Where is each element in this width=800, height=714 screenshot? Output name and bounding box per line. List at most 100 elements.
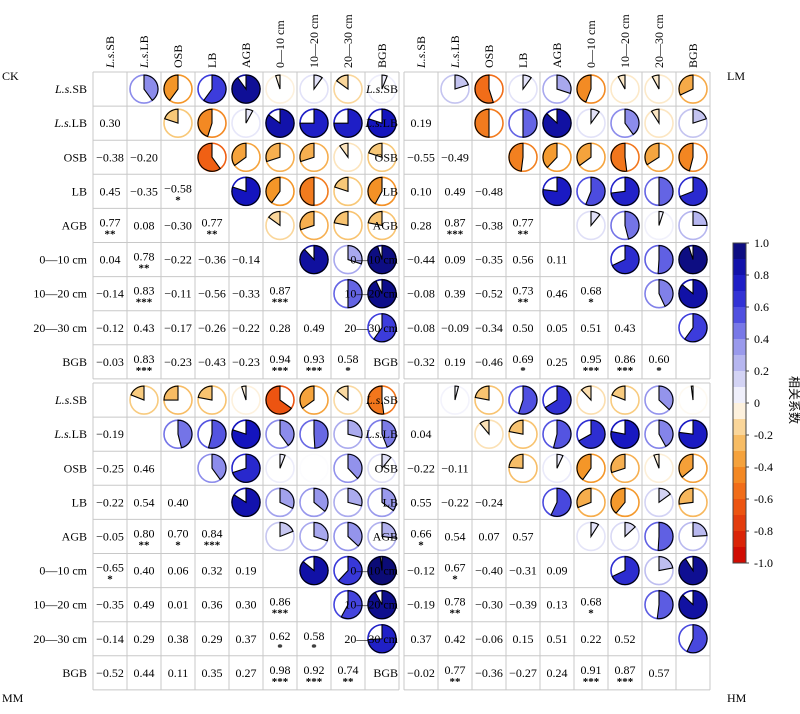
pie-wedge [367, 210, 383, 227]
corr-value: 0.43 [615, 321, 636, 335]
col-label: 0—10 cm [273, 20, 287, 68]
pie-wedge [347, 453, 363, 480]
pie-wedge [279, 419, 295, 447]
legend-swatch [733, 499, 746, 516]
significance-mark: ** [343, 676, 355, 688]
pie-wedge [231, 176, 261, 206]
corr-value: 0.73 [513, 284, 534, 298]
legend-tick-label: 0.4 [754, 332, 769, 346]
pie-wedge [279, 521, 294, 538]
panel-label-ck: CK [2, 69, 19, 83]
pie-wedge [240, 385, 247, 401]
pie-wedge [299, 176, 315, 206]
pie-wedge [577, 419, 606, 449]
pie-wedge [617, 74, 626, 90]
pie-wedge [274, 74, 281, 90]
pie-wedge [454, 74, 470, 90]
significance-mark: *** [136, 365, 153, 377]
corr-value: 0.28 [270, 321, 291, 335]
row-label: 20—30 cm [344, 321, 398, 335]
row-label: OSB [375, 461, 398, 475]
legend-swatch [733, 307, 746, 324]
corr-value: 0.70 [168, 526, 189, 540]
pie-wedge [211, 453, 227, 481]
legend-swatch [733, 451, 746, 468]
corr-value: 0.98 [270, 663, 291, 677]
corr-value: 0.69 [513, 352, 534, 366]
pie-wedge [678, 74, 694, 96]
panel-mm: MM L.s.SB L.s.LB OSB LB AGB 0—10 cm 10—20 cm 20—… [2, 382, 400, 705]
pie-wedge [658, 176, 674, 206]
pie-wedge [231, 453, 261, 483]
pie-wedge [163, 108, 179, 124]
corr-value: 0.42 [445, 632, 466, 646]
pie-wedge [313, 521, 329, 542]
pie-wedge [576, 74, 592, 103]
pie-wedge [197, 385, 213, 401]
corr-value: 0.77 [445, 663, 466, 677]
corr-value: 0.68 [581, 595, 602, 609]
pie-wedge [690, 385, 694, 401]
legend-tick-label: 0.8 [754, 268, 769, 282]
corr-value: 0.06 [168, 564, 189, 578]
panel-label-hm: HM [727, 691, 747, 705]
corr-value: 0.54 [445, 529, 466, 543]
corr-value: −0.22 [407, 461, 435, 475]
corr-value: 0.77 [100, 215, 121, 229]
significance-mark: ** [450, 608, 462, 620]
corr-value: 0.77 [513, 215, 534, 229]
pie-wedge [552, 419, 572, 449]
pie-wedge [313, 419, 329, 449]
corr-value: −0.48 [475, 184, 503, 198]
corr-value: 0.55 [411, 495, 432, 509]
pie-wedge [299, 555, 329, 586]
pie-wedge [656, 590, 674, 620]
corr-value: 0.86 [615, 352, 636, 366]
col-label: 0—10 cm [584, 20, 598, 68]
pie-wedge [610, 419, 640, 449]
corr-value: 0.28 [411, 218, 432, 232]
corr-value: −0.33 [232, 287, 260, 301]
corr-value: 0.77 [202, 215, 223, 229]
corr-value: −0.11 [441, 461, 468, 475]
row-label: 10—20 cm [33, 287, 87, 301]
pie-wedge [544, 385, 572, 415]
corr-value: −0.27 [509, 666, 537, 680]
corr-value: −0.17 [164, 321, 192, 335]
significance-mark: *** [583, 365, 600, 377]
legend-swatch [733, 339, 746, 356]
corr-value: −0.12 [96, 321, 124, 335]
corr-value: −0.58 [164, 181, 192, 195]
corr-value: −0.46 [475, 355, 503, 369]
corr-value: 0.52 [615, 632, 636, 646]
row-label: 20—30 cm [344, 632, 398, 646]
corr-value: 0.87 [270, 284, 291, 298]
corr-value: 0.01 [168, 598, 189, 612]
corr-value: −0.09 [441, 321, 469, 335]
corr-value: 0.49 [304, 321, 325, 335]
significance-mark: * [277, 642, 283, 654]
pie-wedge [508, 419, 524, 435]
pie-wedge [367, 555, 397, 586]
significance-mark: *** [617, 365, 634, 377]
pie-wedge [658, 210, 665, 226]
pie-wedge [580, 385, 592, 402]
pie-wedge [658, 279, 674, 308]
significance-mark: * [345, 365, 351, 377]
corr-value: 0.11 [547, 253, 568, 267]
corr-value: 0.40 [168, 495, 189, 509]
pie-wedge [279, 487, 295, 510]
significance-mark: *** [272, 608, 289, 620]
corr-value: −0.20 [130, 150, 158, 164]
legend-swatch [733, 323, 746, 340]
corr-value: −0.14 [96, 632, 124, 646]
corr-value: 0.40 [134, 564, 155, 578]
pie-wedge [508, 453, 524, 469]
corr-value: 0.57 [513, 529, 534, 543]
pie-wedge [678, 487, 694, 505]
pie-wedge [556, 74, 572, 95]
row-label: L.s.LB [53, 427, 87, 441]
significance-mark: ** [139, 263, 151, 275]
col-label: AGB [550, 43, 564, 68]
